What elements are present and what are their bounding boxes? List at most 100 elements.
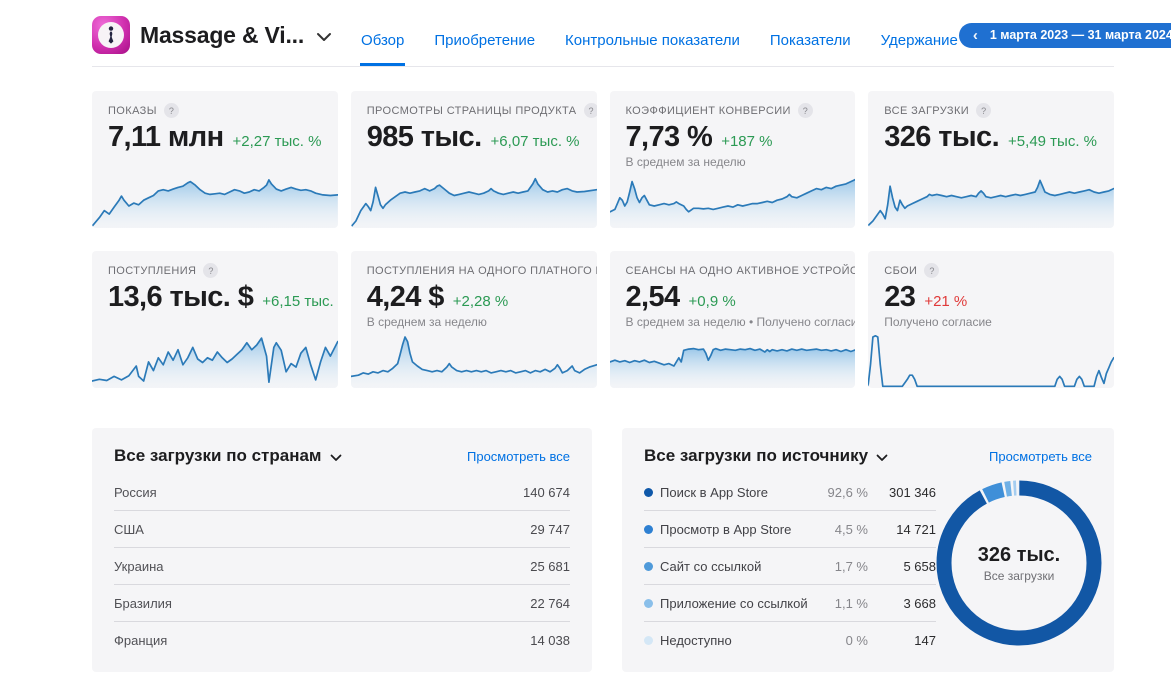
metric-label: КОЭФФИЦИЕНТ КОНВЕРСИИ xyxy=(625,104,791,117)
legend-dot-icon xyxy=(644,524,653,534)
donut-center-label: Все загрузки xyxy=(983,568,1055,583)
app-title: Massage & Vi... xyxy=(140,21,305,48)
metric-card[interactable]: СЕАНСЫ НА ОДНО АКТИВНОЕ УСТРОЙСТВО ? 2,5… xyxy=(609,251,856,388)
source-percent: 92,6 % xyxy=(827,484,868,500)
country-downloads: 14 038 xyxy=(530,633,570,648)
tab-удержание[interactable]: Удержание xyxy=(880,32,958,49)
metric-label: СЕАНСЫ НА ОДНО АКТИВНОЕ УСТРОЙСТВО xyxy=(625,264,856,277)
countries-view-all-link[interactable]: Просмотреть все xyxy=(467,448,570,464)
sparkline-chart xyxy=(350,170,597,228)
tab-показатели[interactable]: Показатели xyxy=(769,32,851,49)
source-row[interactable]: Приложение со ссылкой 1,1 % 3 668 xyxy=(644,585,936,622)
country-downloads: 22 764 xyxy=(530,595,570,611)
legend-dot-icon xyxy=(644,487,653,497)
metric-value: 7,11 млн xyxy=(108,121,224,153)
country-name: Франция xyxy=(114,633,168,648)
source-downloads: 5 658 xyxy=(903,558,936,574)
tab-обзор[interactable]: Обзор xyxy=(360,22,406,66)
app-icon-figure xyxy=(98,22,124,48)
downloads-by-source-panel: Все загрузки по источнику Просмотреть вс… xyxy=(622,428,1114,672)
help-icon[interactable]: ? xyxy=(583,103,597,118)
tab-контрольные-показатели[interactable]: Контрольные показатели xyxy=(565,32,740,49)
metric-card[interactable]: СБОИ ? 23 +21 % Получено согласие xyxy=(868,251,1114,388)
country-name: Украина xyxy=(114,558,164,574)
metric-delta: +0,9 % xyxy=(688,293,736,310)
metric-delta: +2,27 тыс. % xyxy=(232,133,322,150)
metric-card[interactable]: ПРОСМОТРЫ СТРАНИЦЫ ПРОДУКТА ? 985 тыс. +… xyxy=(350,91,597,228)
sparkline-chart xyxy=(350,330,597,388)
prev-period-icon[interactable]: ‹ xyxy=(972,26,978,44)
metric-delta: +2,28 % xyxy=(452,293,509,310)
sparkline-chart xyxy=(868,170,1114,228)
sparkline-chart xyxy=(609,330,856,388)
source-percent: 1,7 % xyxy=(834,558,868,574)
source-name: Просмотр в App Store xyxy=(660,521,792,537)
country-row[interactable]: Бразилия 22 764 xyxy=(114,585,570,622)
donut-chart xyxy=(936,480,1102,646)
metric-card[interactable]: КОЭФФИЦИЕНТ КОНВЕРСИИ ? 7,73 % +187 % В … xyxy=(609,91,856,228)
metric-value: 23 xyxy=(884,281,916,313)
metric-card[interactable]: ПОСТУПЛЕНИЯ ? 13,6 тыс. $ +6,15 тыс. % xyxy=(92,251,338,388)
bottom-panels: Все загрузки по странам Просмотреть все … xyxy=(92,428,1114,672)
country-row[interactable]: Украина 25 681 xyxy=(114,548,570,585)
sources-view-all-link[interactable]: Просмотреть все xyxy=(989,448,1092,464)
country-name: Россия xyxy=(114,484,157,500)
metric-value: 326 тыс. xyxy=(884,121,1000,153)
date-range-picker[interactable]: ‹ 1 марта 2023 — 31 марта 2024 › xyxy=(958,22,1171,48)
source-row[interactable]: Поиск в App Store 92,6 % 301 346 xyxy=(644,474,936,511)
help-icon[interactable]: ? xyxy=(163,103,179,118)
tab-приобретение[interactable]: Приобретение xyxy=(434,32,536,49)
country-downloads: 29 747 xyxy=(530,521,570,537)
country-downloads: 140 674 xyxy=(523,484,570,500)
metric-label: ПОКАЗЫ xyxy=(108,104,157,117)
donut-center-value: 326 тыс. xyxy=(977,543,1061,566)
help-icon[interactable]: ? xyxy=(976,103,992,118)
source-name: Приложение со ссылкой xyxy=(660,595,808,611)
source-row[interactable]: Сайт со ссылкой 1,7 % 5 658 xyxy=(644,548,936,585)
metric-subtitle: Получено согласие xyxy=(884,315,992,329)
metric-label: ПОСТУПЛЕНИЯ НА ОДНОГО ПЛАТНОГО ПОЛЬЗОВАТ… xyxy=(366,264,597,277)
source-percent: 0 % xyxy=(845,633,868,648)
metric-delta: +5,49 тыс. % xyxy=(1008,133,1097,150)
countries-panel-title-text: Все загрузки по странам xyxy=(114,446,322,465)
help-icon[interactable]: ? xyxy=(924,263,940,278)
sources-panel-title[interactable]: Все загрузки по источнику xyxy=(644,446,888,466)
metric-value: 2,54 xyxy=(625,281,681,313)
chevron-down-icon xyxy=(876,454,888,461)
metric-label: ПОСТУПЛЕНИЯ xyxy=(108,264,197,277)
metric-cards: ПОКАЗЫ ? 7,11 млн +2,27 тыс. % ПРОСМОТРЫ… xyxy=(92,91,1114,388)
country-row[interactable]: США 29 747 xyxy=(114,511,570,548)
source-name: Поиск в App Store xyxy=(660,484,768,500)
app-icon xyxy=(92,16,130,54)
metric-subtitle: В среднем за неделю • Получено согласие xyxy=(625,315,856,329)
metric-value: 985 тыс. xyxy=(366,121,482,153)
metric-card[interactable]: ВСЕ ЗАГРУЗКИ ? 326 тыс. +5,49 тыс. % xyxy=(868,91,1114,228)
country-row[interactable]: Франция 14 038 xyxy=(114,622,570,659)
countries-panel-title[interactable]: Все загрузки по странам xyxy=(114,446,342,466)
metric-card[interactable]: ПОКАЗЫ ? 7,11 млн +2,27 тыс. % xyxy=(92,91,338,228)
help-icon[interactable]: ? xyxy=(203,263,219,278)
app-switcher[interactable]: Massage & Vi... xyxy=(92,16,332,66)
source-row[interactable]: Недоступно 0 % 147 xyxy=(644,622,936,659)
metric-delta: +6,07 тыс. % xyxy=(490,133,580,150)
chevron-down-icon xyxy=(330,454,341,461)
metric-label: ПРОСМОТРЫ СТРАНИЦЫ ПРОДУКТА xyxy=(366,104,577,117)
country-row[interactable]: Россия 140 674 xyxy=(114,474,570,511)
metric-delta: +187 % xyxy=(721,133,773,150)
date-range-label: 1 марта 2023 — 31 марта 2024 xyxy=(989,28,1171,42)
tab-bar: Обзор Приобретение Контрольные показатели П… xyxy=(360,16,959,66)
sparkline-chart xyxy=(92,330,338,388)
legend-dot-icon xyxy=(644,636,653,645)
metric-delta: +6,15 тыс. % xyxy=(262,293,338,310)
metric-subtitle: В среднем за неделю xyxy=(625,155,746,169)
source-percent: 4,5 % xyxy=(834,521,868,537)
sources-table: Поиск в App Store 92,6 % 301 346 Просмот… xyxy=(644,474,936,659)
metric-card[interactable]: ПОСТУПЛЕНИЯ НА ОДНОГО ПЛАТНОГО ПОЛЬЗОВАТ… xyxy=(350,251,597,388)
sparkline-chart xyxy=(92,170,338,228)
donut-chart-area: 326 тыс. Все загрузки xyxy=(936,474,1102,646)
help-icon[interactable]: ? xyxy=(797,103,813,118)
source-name: Недоступно xyxy=(660,633,732,648)
source-row[interactable]: Просмотр в App Store 4,5 % 14 721 xyxy=(644,511,936,548)
silhouette-icon xyxy=(108,26,114,44)
metric-value: 13,6 тыс. $ xyxy=(108,281,254,313)
